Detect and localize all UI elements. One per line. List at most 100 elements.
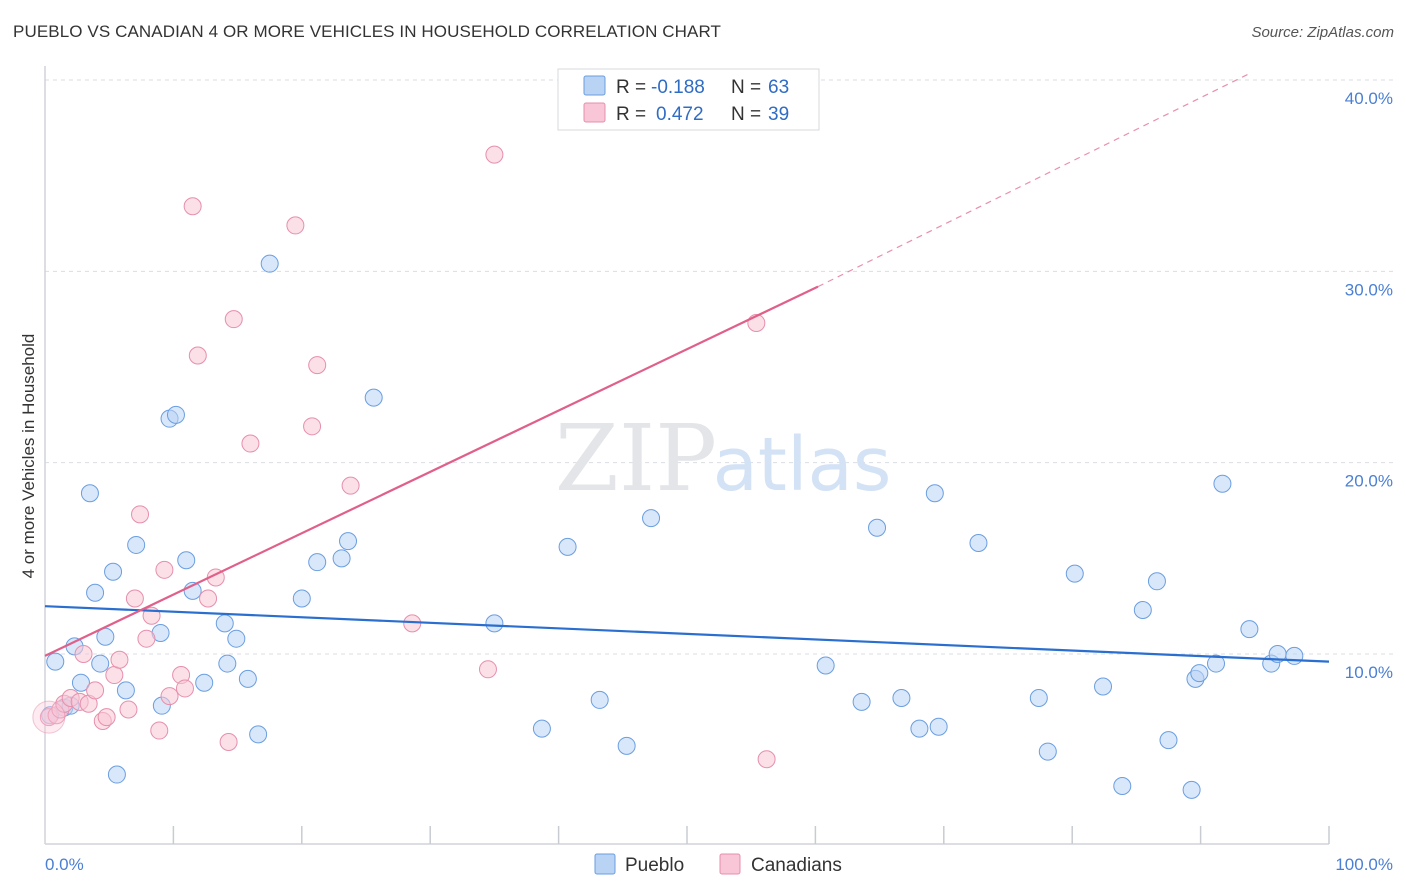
canadians-point <box>175 679 194 698</box>
pueblo-point <box>1190 664 1209 683</box>
pueblo-point <box>260 254 279 273</box>
pueblo-point <box>1213 474 1232 493</box>
canadians-point <box>74 645 93 663</box>
pueblo-point <box>1094 677 1113 696</box>
pueblo-point <box>532 719 551 738</box>
canadians-point <box>478 660 497 679</box>
pueblo-point <box>238 669 257 688</box>
bottom-legend-label-pueblo: Pueblo <box>625 855 684 876</box>
legend-r-label-1: R = <box>616 77 646 98</box>
pueblo-point <box>249 725 268 744</box>
pueblo-point <box>642 509 661 528</box>
canadians-point <box>105 666 124 685</box>
canadians-point <box>485 145 504 164</box>
canadians-point <box>188 346 207 365</box>
legend-r-value-1: -0.188 <box>651 77 705 98</box>
pueblo-trendline <box>44 605 1330 663</box>
y-axis-title: 4 or more Vehicles in Household <box>19 334 38 579</box>
pueblo-point <box>91 654 110 673</box>
pueblo-point <box>910 719 929 738</box>
pueblo-point <box>590 690 609 709</box>
canadians-point <box>110 650 129 669</box>
y-tick-label: 30.0% <box>1345 280 1393 299</box>
pueblo-point <box>218 654 237 673</box>
canadians-point <box>150 721 169 740</box>
pueblo-point <box>1113 777 1132 796</box>
pueblo-point <box>1038 742 1057 761</box>
tick-labels: 10.0% 20.0% 30.0% 40.0% 0.0% 100.0% <box>45 89 1393 874</box>
canadians-point <box>303 417 322 436</box>
legend-swatch-pueblo <box>583 75 606 96</box>
pueblo-point <box>617 736 636 755</box>
canadians-point <box>183 197 202 216</box>
canadians-point <box>286 216 305 235</box>
bottom-legend-swatch-pueblo <box>594 853 616 875</box>
axes <box>44 66 1330 845</box>
pueblo-point <box>166 405 185 424</box>
trendlines <box>44 71 1330 663</box>
canadians-point <box>308 356 327 375</box>
stats-legend: R = -0.188 N = 63 R = 0.472 N = 39 <box>557 68 820 131</box>
canadians-point <box>125 589 144 608</box>
pueblo-point <box>969 534 988 553</box>
pueblo-point <box>1240 620 1259 639</box>
pueblo-point <box>195 673 214 692</box>
pueblo-point <box>332 549 351 568</box>
legend-n-value-1: 63 <box>768 77 789 98</box>
bottom-legend-swatch-canadians <box>719 853 741 875</box>
watermark-atlas: atlas <box>713 422 892 508</box>
chart-title: PUEBLO VS CANADIAN 4 OR MORE VEHICLES IN… <box>13 22 722 41</box>
canadians-trendline-extension <box>817 71 1253 288</box>
pueblo-point <box>80 484 99 503</box>
canadians-point <box>160 687 179 706</box>
pueblo-point <box>1029 689 1048 708</box>
canadians-point <box>32 700 66 734</box>
canadians-point <box>119 700 138 719</box>
legend-n-value-2: 39 <box>768 104 789 125</box>
canadians-point <box>97 708 116 727</box>
legend-n-label-1: N = <box>731 77 761 98</box>
pueblo-point <box>1147 572 1166 591</box>
series-pueblo <box>41 254 1304 799</box>
pueblo-point <box>116 681 135 700</box>
pueblo-point <box>339 532 358 551</box>
pueblo-point <box>71 673 90 692</box>
pueblo-point <box>46 652 65 671</box>
pueblo-point <box>868 518 887 537</box>
y-tick-label: 10.0% <box>1345 663 1393 682</box>
canadians-point <box>241 434 260 453</box>
legend-n-label-2: N = <box>731 104 761 125</box>
source-label: Source: ZipAtlas.com <box>1251 24 1394 41</box>
canadians-point <box>86 681 105 700</box>
pueblo-point <box>127 535 146 554</box>
watermark-zip: ZIP <box>555 405 717 512</box>
y-tick-label: 40.0% <box>1345 89 1393 108</box>
bottom-legend-label-canadians: Canadians <box>751 855 842 876</box>
pueblo-point <box>308 553 327 572</box>
pueblo-point <box>929 717 948 736</box>
pueblo-point <box>107 765 126 784</box>
pueblo-point <box>1182 780 1201 799</box>
x-tick-label: 0.0% <box>45 855 84 874</box>
series-canadians <box>32 145 776 769</box>
pueblo-point <box>852 692 871 711</box>
canadians-point <box>219 733 238 752</box>
pueblo-point <box>292 589 311 608</box>
grid <box>45 79 1393 655</box>
pueblo-point <box>1133 600 1152 619</box>
canadians-trendline <box>44 285 819 657</box>
pueblo-point <box>558 537 577 556</box>
pueblo-point <box>1065 564 1084 583</box>
canadians-point <box>757 750 776 769</box>
pueblo-point <box>892 689 911 708</box>
legend-r-label-2: R = <box>616 104 646 125</box>
x-tick-label: 100.0% <box>1335 855 1393 874</box>
watermark: ZIP atlas <box>555 405 892 512</box>
pueblo-point <box>104 562 123 581</box>
pueblo-point <box>1159 731 1178 750</box>
pueblo-point <box>227 629 246 648</box>
pueblo-point <box>215 614 234 633</box>
pueblo-point <box>925 484 944 503</box>
pueblo-point <box>364 388 383 407</box>
